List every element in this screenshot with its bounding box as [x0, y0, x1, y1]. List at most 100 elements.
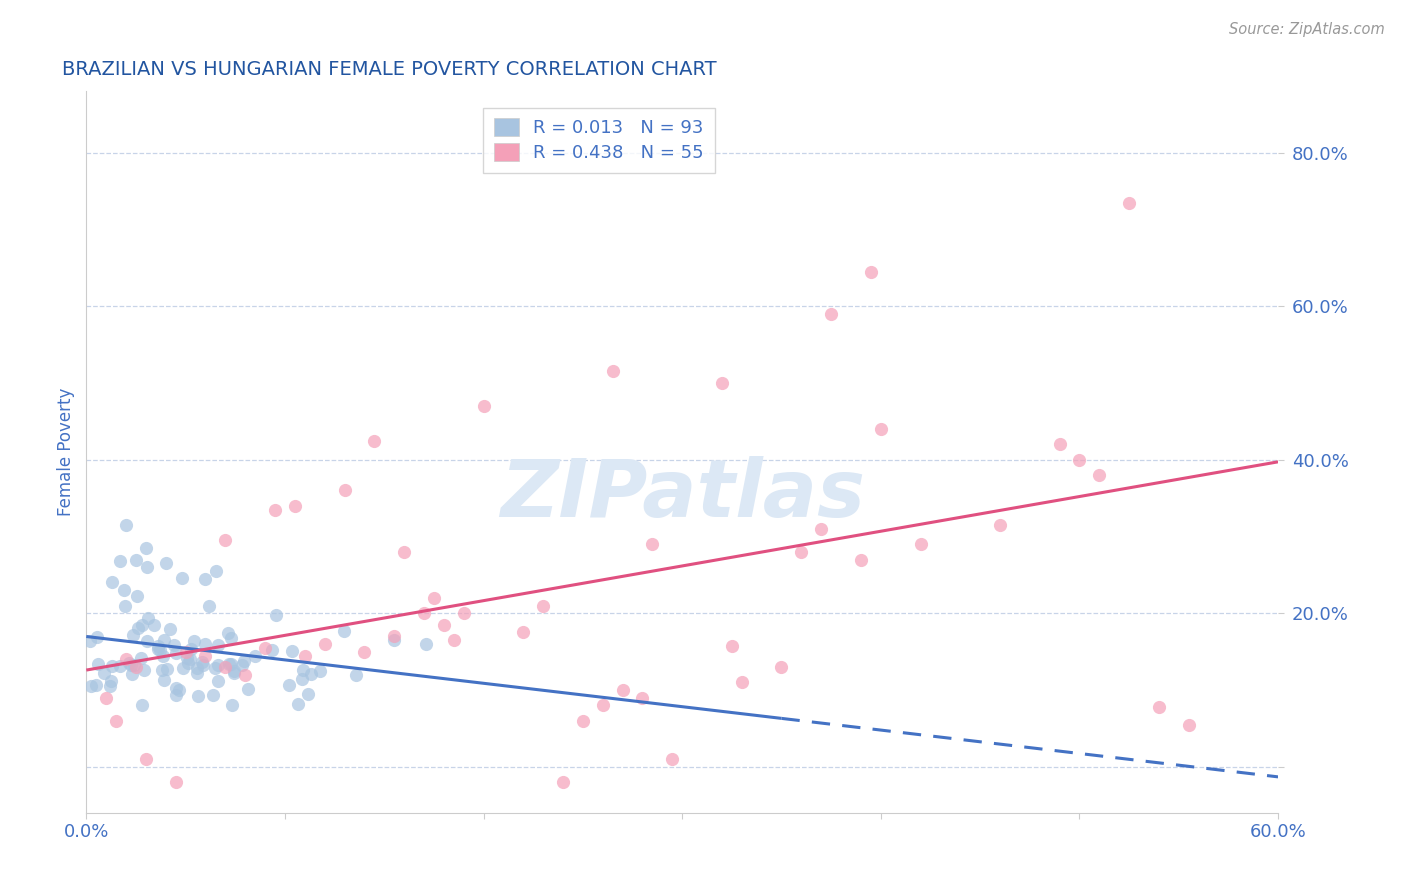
Point	[423, 591, 446, 605]
Point	[277, 678, 299, 692]
Point	[194, 648, 217, 663]
Point	[221, 698, 243, 712]
Y-axis label: Female Poverty: Female Poverty	[58, 388, 75, 516]
Point	[1049, 437, 1071, 451]
Point	[222, 665, 245, 680]
Point	[266, 608, 288, 623]
Point	[118, 657, 141, 671]
Point	[236, 682, 259, 697]
Point	[112, 583, 135, 598]
Point	[217, 626, 239, 640]
Point	[165, 775, 187, 789]
Point	[413, 607, 436, 621]
Point	[101, 574, 124, 589]
Point	[245, 649, 267, 664]
Point	[214, 533, 236, 548]
Point	[284, 499, 307, 513]
Point	[180, 642, 202, 657]
Point	[207, 674, 229, 689]
Point	[1147, 700, 1170, 714]
Point	[710, 376, 733, 390]
Point	[433, 617, 456, 632]
Point	[79, 634, 101, 648]
Point	[98, 680, 121, 694]
Point	[108, 553, 131, 567]
Point	[115, 652, 138, 666]
Point	[194, 572, 217, 586]
Point	[127, 621, 149, 635]
Point	[93, 665, 115, 680]
Point	[731, 675, 754, 690]
Point	[641, 537, 664, 551]
Point	[172, 661, 194, 675]
Point	[770, 660, 793, 674]
Point	[132, 663, 155, 677]
Point	[1088, 468, 1111, 483]
Point	[135, 752, 157, 766]
Point	[333, 483, 356, 498]
Point	[167, 683, 190, 698]
Point	[162, 638, 184, 652]
Point	[254, 640, 277, 655]
Point	[179, 652, 201, 666]
Point	[135, 559, 157, 574]
Point	[174, 645, 197, 659]
Point	[136, 611, 159, 625]
Point	[159, 622, 181, 636]
Point	[127, 590, 149, 604]
Point	[353, 645, 375, 659]
Point	[1177, 717, 1199, 731]
Point	[869, 422, 891, 436]
Point	[136, 633, 159, 648]
Point	[198, 599, 221, 613]
Point	[602, 364, 624, 378]
Point	[1118, 195, 1140, 210]
Point	[122, 658, 145, 673]
Point	[122, 628, 145, 642]
Point	[382, 632, 405, 647]
Point	[231, 658, 253, 673]
Point	[988, 518, 1011, 533]
Point	[291, 673, 314, 687]
Point	[165, 688, 187, 702]
Point	[308, 665, 330, 679]
Point	[152, 648, 174, 663]
Point	[187, 689, 209, 703]
Point	[115, 518, 138, 533]
Legend: R = 0.013   N = 93, R = 0.438   N = 55: R = 0.013 N = 93, R = 0.438 N = 55	[482, 108, 714, 173]
Point	[810, 522, 832, 536]
Point	[1069, 452, 1091, 467]
Point	[661, 752, 683, 766]
Point	[219, 631, 242, 645]
Point	[233, 667, 256, 681]
Point	[314, 637, 336, 651]
Point	[129, 651, 152, 665]
Point	[153, 673, 176, 687]
Point	[721, 639, 744, 653]
Point	[612, 683, 634, 698]
Point	[177, 656, 200, 670]
Text: Source: ZipAtlas.com: Source: ZipAtlas.com	[1229, 22, 1385, 37]
Point	[264, 502, 287, 516]
Point	[910, 537, 932, 551]
Point	[222, 664, 245, 678]
Point	[207, 639, 229, 653]
Point	[204, 661, 226, 675]
Point	[183, 633, 205, 648]
Point	[333, 624, 356, 639]
Point	[153, 633, 176, 648]
Point	[232, 654, 254, 668]
Point	[415, 637, 437, 651]
Point	[120, 657, 142, 672]
Point	[166, 646, 188, 660]
Point	[191, 655, 214, 669]
Point	[108, 658, 131, 673]
Point	[165, 681, 187, 696]
Point	[291, 663, 314, 677]
Point	[202, 688, 225, 702]
Point	[131, 698, 153, 713]
Point	[148, 642, 170, 657]
Point	[299, 667, 322, 681]
Point	[363, 434, 385, 448]
Point	[281, 644, 304, 658]
